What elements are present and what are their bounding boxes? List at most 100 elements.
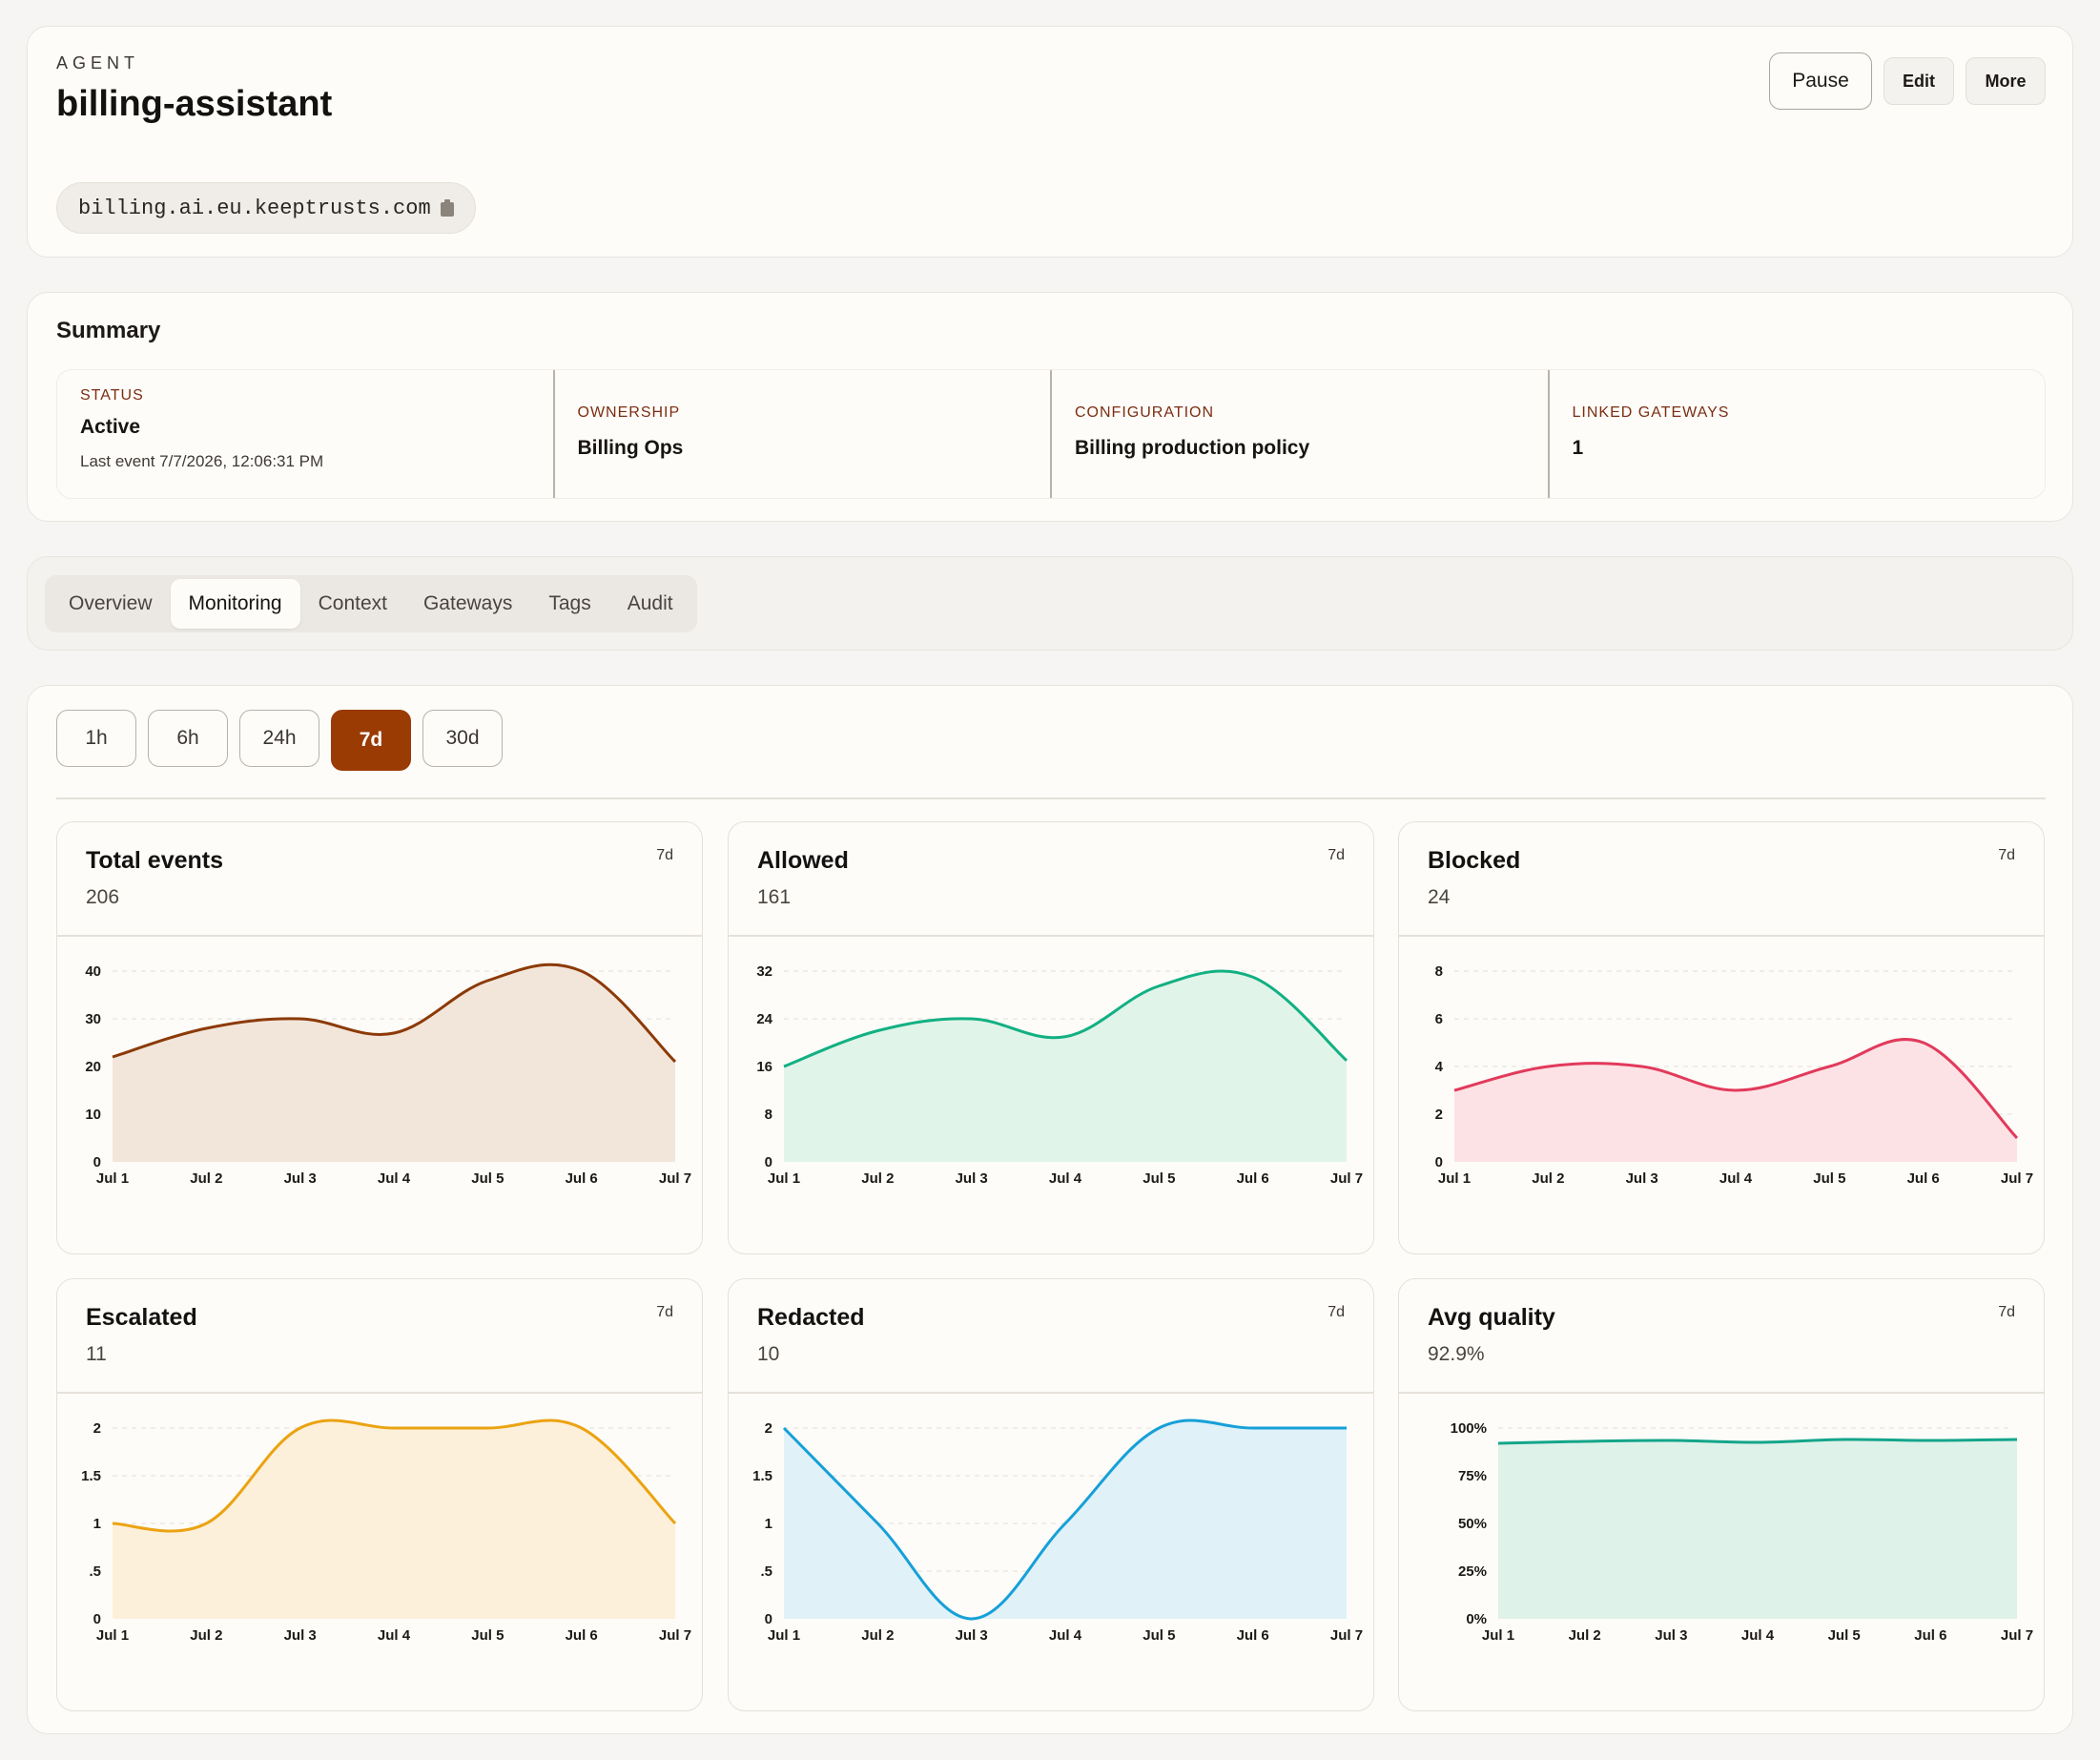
- series-line: [112, 1418, 677, 1533]
- series-line: [1453, 1038, 2019, 1140]
- edit-button[interactable]: Edit: [1884, 57, 1954, 105]
- summary-status: STATUS Active Last event 7/7/2026, 12:06…: [57, 370, 553, 498]
- y-tick-label: 1: [765, 1516, 772, 1532]
- configuration-value: Billing production policy: [1075, 437, 1310, 459]
- range-7d-button[interactable]: 7d: [331, 710, 411, 771]
- y-tick-label: 24: [756, 1011, 772, 1027]
- y-tick-label: 16: [756, 1059, 772, 1075]
- metric-value: 11: [86, 1343, 107, 1365]
- x-tick-label: Jul 3: [284, 1170, 317, 1187]
- x-tick-label: Jul 2: [861, 1170, 894, 1187]
- x-tick-label: Jul 1: [96, 1627, 129, 1644]
- y-tick-label: 100%: [1451, 1420, 1487, 1437]
- x-tick-label: Jul 4: [378, 1170, 411, 1187]
- y-tick-label: 32: [756, 963, 772, 980]
- gateways-value: 1: [1572, 437, 1584, 459]
- y-tick-label: 6: [1435, 1011, 1443, 1027]
- tab-gateways[interactable]: Gateways: [422, 592, 513, 614]
- range-6h-button[interactable]: 6h: [148, 710, 228, 767]
- metric-title: Redacted: [757, 1304, 865, 1331]
- summary-configuration: CONFIGURATION Billing production policy: [1050, 370, 1548, 498]
- metric-card-redacted: Redacted 10 7d 0 .5 1 1.5 2 Jul 1 Jul 2 Jul 3 Ju…: [728, 1278, 1374, 1711]
- x-tick-label: Jul 4: [1719, 1170, 1753, 1187]
- metric-range: 7d: [1998, 1304, 2015, 1320]
- x-tick-label: Jul 4: [1741, 1627, 1775, 1644]
- range-30d-button[interactable]: 30d: [422, 710, 503, 767]
- x-tick-label: Jul 6: [566, 1170, 598, 1187]
- metric-value: 206: [86, 886, 120, 908]
- series-line: [782, 1418, 1347, 1621]
- tab-monitoring[interactable]: Monitoring: [170, 579, 300, 629]
- host-text: billing.ai.eu.keeptrusts.com: [78, 196, 431, 220]
- tab-context[interactable]: Context: [318, 592, 387, 614]
- x-tick-label: Jul 7: [1330, 1170, 1363, 1187]
- monitoring-card: 1h 6h 24h 7d 30d Total events 206 7d 0 10…: [27, 685, 2073, 1734]
- x-tick-label: Jul 3: [1626, 1170, 1658, 1187]
- x-tick-label: Jul 3: [956, 1627, 988, 1644]
- x-tick-label: Jul 7: [659, 1627, 691, 1644]
- tab-audit[interactable]: Audit: [627, 592, 673, 614]
- range-24h-button[interactable]: 24h: [239, 710, 319, 767]
- series-area: [784, 970, 1347, 1162]
- pause-button[interactable]: Pause: [1769, 52, 1872, 110]
- x-tick-label: Jul 5: [1143, 1627, 1175, 1644]
- x-tick-label: Jul 3: [956, 1170, 988, 1187]
- y-tick-label: 8: [765, 1107, 772, 1123]
- ownership-value: Billing Ops: [577, 437, 684, 459]
- metric-separator: [729, 1392, 1373, 1394]
- series-area: [784, 1420, 1347, 1619]
- metric-title: Avg quality: [1428, 1304, 1555, 1331]
- clipboard-icon[interactable]: [440, 199, 454, 217]
- x-tick-label: Jul 1: [768, 1627, 800, 1644]
- x-tick-label: Jul 4: [378, 1627, 411, 1644]
- escalated-chart: 0 .5 1 1.5 2 Jul 1 Jul 2 Jul 3 Jul 4 Jul 5 Jul 6 Ju…: [81, 1418, 691, 1644]
- metric-title: Blocked: [1428, 847, 1521, 874]
- x-tick-label: Jul 2: [861, 1627, 894, 1644]
- metric-card-avg-quality: Avg quality 92.9% 7d 0% 25% 50% 75% 100% Jul …: [1398, 1278, 2045, 1711]
- y-tick-label: .5: [760, 1563, 772, 1580]
- x-tick-label: Jul 1: [1438, 1170, 1471, 1187]
- metric-card-escalated: Escalated 11 7d 0 .5 1 1.5 2 Jul 1 Jul 2 Jul 3 J…: [56, 1278, 703, 1711]
- x-tick-label: Jul 7: [659, 1170, 691, 1187]
- x-tick-label: Jul 5: [1143, 1170, 1175, 1187]
- x-tick-label: Jul 7: [1330, 1627, 1363, 1644]
- x-tick-label: Jul 7: [2001, 1170, 2033, 1187]
- x-tick-label: Jul 6: [1237, 1170, 1269, 1187]
- x-tick-label: Jul 5: [1813, 1170, 1845, 1187]
- x-tick-label: Jul 6: [1914, 1627, 1946, 1644]
- metric-card-allowed: Allowed 161 7d 0 8 16 24 32 Jul 1 Jul 2 Jul 3 Ju…: [728, 821, 1374, 1254]
- tab-overview[interactable]: Overview: [69, 592, 153, 614]
- y-tick-label: 2: [93, 1420, 101, 1437]
- x-tick-label: Jul 5: [471, 1170, 504, 1187]
- series-area: [113, 1420, 675, 1619]
- agent-header-card: AGENT billing-assistant billing.ai.eu.ke…: [27, 26, 2073, 258]
- x-tick-label: Jul 6: [1237, 1627, 1269, 1644]
- metric-value: 10: [757, 1343, 780, 1365]
- y-tick-label: 10: [85, 1107, 101, 1123]
- allowed-chart: 0 8 16 24 32 Jul 1 Jul 2 Jul 3 Jul 4 Jul 5 Jul 6 Ju…: [756, 963, 1363, 1187]
- blocked-chart: 0 2 4 6 8 Jul 1 Jul 2 Jul 3 Jul 4 Jul 5 Jul 6 Jul 7: [1435, 963, 2033, 1187]
- x-tick-label: Jul 2: [190, 1170, 222, 1187]
- metric-separator: [1399, 935, 2044, 937]
- metric-range: 7d: [1328, 847, 1345, 863]
- tab-tags[interactable]: Tags: [548, 592, 591, 614]
- metric-value: 92.9%: [1428, 1343, 1485, 1365]
- x-tick-label: Jul 4: [1049, 1170, 1082, 1187]
- metric-separator: [1399, 1392, 2044, 1394]
- y-tick-label: 0: [93, 1154, 101, 1170]
- host-pill[interactable]: billing.ai.eu.keeptrusts.com: [56, 182, 476, 234]
- series-area: [1498, 1439, 2017, 1619]
- y-tick-label: 1: [93, 1516, 101, 1532]
- more-button[interactable]: More: [1966, 57, 2046, 105]
- series-area: [113, 964, 675, 1162]
- metric-card-total-events: Total events 206 7d 0 10 20 30 40 Jul 1 Jul 2 J…: [56, 821, 703, 1254]
- x-tick-label: Jul 2: [190, 1627, 222, 1644]
- x-tick-label: Jul 6: [1907, 1170, 1940, 1187]
- metric-title: Allowed: [757, 847, 849, 874]
- y-tick-label: 0%: [1466, 1611, 1487, 1627]
- y-tick-label: 0: [1435, 1154, 1443, 1170]
- status-value: Active: [80, 416, 141, 438]
- metric-separator: [57, 935, 702, 937]
- range-1h-button[interactable]: 1h: [56, 710, 136, 767]
- metric-separator: [729, 935, 1373, 937]
